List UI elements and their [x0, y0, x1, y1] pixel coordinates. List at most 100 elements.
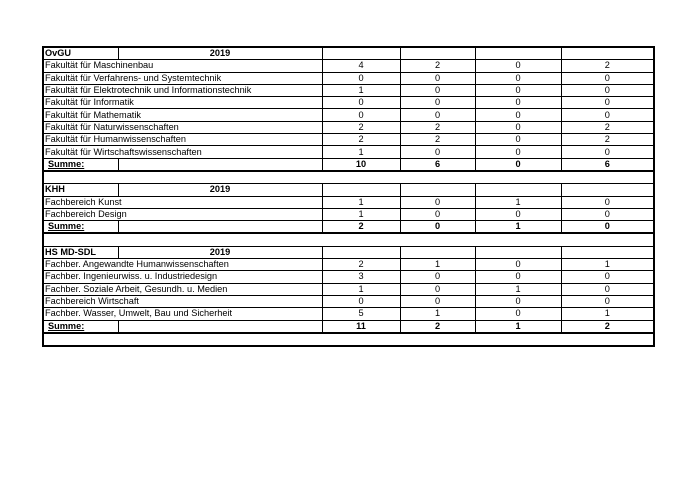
table-row: Fachbereich Design 1 0 0 0 — [42, 207, 655, 222]
empty-cell — [399, 183, 476, 197]
table-row: Fachber. Ingenieurwiss. u. Industriedesi… — [42, 270, 655, 284]
sum-label: Summe: — [48, 158, 85, 169]
value-cell: 0 — [321, 96, 401, 110]
year-label: 2019 — [117, 46, 323, 61]
sum-label-cell: Summe: — [42, 157, 119, 172]
value-cell: 0 — [560, 207, 655, 222]
sum-label: Summe: — [48, 221, 85, 232]
value-cell: 5 — [321, 307, 401, 321]
spacer-cell — [43, 170, 654, 185]
table-row: Fakultät für Wirtschaftswissenschaften 1 0… — [42, 145, 655, 159]
empty-cell — [321, 245, 401, 260]
faculty-label: Fakultät für Mathematik — [42, 108, 323, 122]
sum-label-cell: Summe: — [42, 220, 119, 235]
value-cell: 0 — [560, 294, 655, 309]
sum-value: 2 — [560, 319, 655, 334]
value-cell: 0 — [474, 71, 562, 85]
sum-value: 0 — [474, 157, 562, 172]
value-cell: 0 — [399, 108, 476, 122]
value-cell: 0 — [560, 108, 655, 122]
value-cell: 2 — [560, 120, 655, 135]
value-cell: 1 — [474, 282, 562, 296]
value-cell: 1 — [560, 307, 655, 321]
value-cell: 1 — [321, 145, 401, 159]
table-row: Fachbereich Wirtschaft 0 0 0 0 — [42, 294, 655, 309]
sum-value: 2 — [321, 220, 401, 235]
faculty-label: Fakultät für Elektrotechnik und Informat… — [42, 83, 323, 98]
sum-label-cell: Summe: — [42, 319, 119, 334]
faculty-label: Fachbereich Design — [42, 207, 323, 222]
value-cell: 2 — [399, 59, 476, 73]
sum-value: 10 — [321, 157, 401, 172]
value-cell: 1 — [560, 258, 655, 272]
value-cell: 3 — [321, 270, 401, 284]
faculty-label: Fachber. Wasser, Umwelt, Bau und Sicherh… — [42, 307, 323, 321]
table-row: Fachber. Soziale Arbeit, Gesundh. u. Med… — [42, 282, 655, 296]
value-cell: 0 — [474, 83, 562, 98]
empty-cell — [560, 183, 655, 197]
value-cell: 0 — [474, 294, 562, 309]
sum-value: 11 — [321, 319, 401, 334]
empty-cell — [399, 46, 476, 61]
spacer-cell — [43, 232, 654, 247]
sum-row: Summe: 2 0 1 0 — [42, 220, 655, 235]
value-cell: 0 — [474, 207, 562, 222]
year-label: 2019 — [117, 245, 323, 260]
value-cell: 0 — [321, 108, 401, 122]
empty-cell — [321, 183, 401, 197]
faculty-label: Fakultät für Naturwissenschaften — [42, 120, 323, 135]
sum-value: 1 — [474, 220, 562, 235]
value-cell: 1 — [399, 258, 476, 272]
faculty-label: Fakultät für Verfahrens- und Systemtechn… — [42, 71, 323, 85]
faculty-label: Fachber. Angewandte Humanwissenschaften — [42, 258, 323, 272]
sum-value: 1 — [474, 319, 562, 334]
faculty-label: Fakultät für Maschinenbau — [42, 59, 323, 73]
sum-label: Summe: — [48, 320, 85, 331]
value-cell: 0 — [399, 294, 476, 309]
sum-row: Summe: 11 2 1 2 — [42, 319, 655, 334]
empty-cell — [560, 245, 655, 260]
value-cell: 0 — [560, 71, 655, 85]
value-cell: 0 — [399, 282, 476, 296]
sum-value: 0 — [560, 220, 655, 235]
value-cell: 0 — [399, 195, 476, 209]
year-label: 2019 — [117, 183, 323, 197]
value-cell: 2 — [321, 258, 401, 272]
section-header-row: OvGU 2019 — [42, 46, 655, 61]
empty-cell — [117, 220, 323, 235]
value-cell: 0 — [474, 133, 562, 147]
value-cell: 0 — [474, 307, 562, 321]
sum-value: 0 — [399, 220, 476, 235]
spacer-row — [43, 232, 654, 247]
value-cell: 0 — [321, 294, 401, 309]
empty-cell — [399, 245, 476, 260]
table-row: Fachber. Angewandte Humanwissenschaften 2… — [42, 258, 655, 272]
statistics-table: OvGU 2019 Fakultät für Maschinenbau 4 2 0 2 Fak… — [42, 46, 655, 348]
faculty-label: Fachbereich Kunst — [42, 195, 323, 209]
section-header-row: HS MD-SDL 2019 — [42, 245, 655, 260]
spacer-row — [43, 170, 654, 185]
faculty-label: Fachber. Soziale Arbeit, Gesundh. u. Med… — [42, 282, 323, 296]
value-cell: 1 — [321, 207, 401, 222]
value-cell: 0 — [474, 120, 562, 135]
value-cell: 4 — [321, 59, 401, 73]
value-cell: 0 — [560, 96, 655, 110]
value-cell: 0 — [399, 270, 476, 284]
empty-cell — [560, 46, 655, 61]
value-cell: 0 — [474, 145, 562, 159]
value-cell: 2 — [560, 59, 655, 73]
faculty-label: Fachber. Ingenieurwiss. u. Industriedesi… — [42, 270, 323, 284]
value-cell: 0 — [560, 270, 655, 284]
spacer-cell — [43, 332, 654, 347]
value-cell: 1 — [321, 195, 401, 209]
value-cell: 0 — [474, 59, 562, 73]
value-cell: 0 — [560, 145, 655, 159]
table-row: Fachbereich Kunst 1 0 1 0 — [42, 195, 655, 209]
value-cell: 0 — [560, 282, 655, 296]
empty-cell — [117, 319, 323, 334]
value-cell: 0 — [399, 96, 476, 110]
spacer-row — [43, 332, 654, 347]
value-cell: 1 — [321, 282, 401, 296]
table-row: Fachber. Wasser, Umwelt, Bau und Sicherh… — [42, 307, 655, 321]
empty-cell — [474, 245, 562, 260]
